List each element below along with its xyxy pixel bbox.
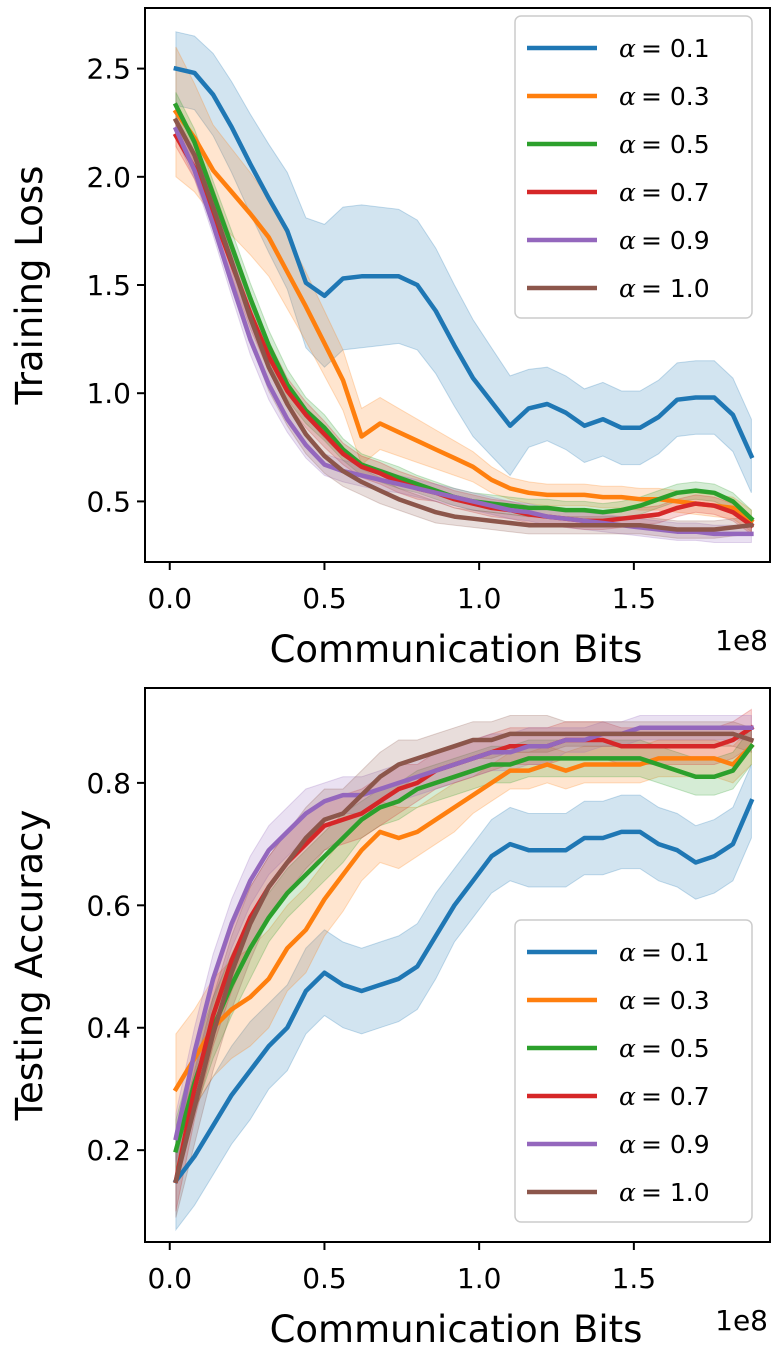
legend-label-5: = 1.0 (641, 274, 710, 303)
legend-box (514, 919, 753, 1223)
y-tick-label: 1.0 (86, 377, 131, 410)
series-lines (172, 724, 755, 1184)
x-tick-label: 1.0 (457, 1262, 502, 1295)
y-tick-label: 1.5 (86, 269, 131, 302)
legend-symbol-1: α (619, 986, 636, 1015)
x-tick-label: 1.5 (612, 582, 657, 615)
x-tick-label: 1.0 (457, 582, 502, 615)
x-tick-label: 0.5 (302, 582, 347, 615)
series-band-0 (175, 31, 752, 494)
legend-symbol-4: α (619, 1130, 636, 1159)
series-line-0 (173, 65, 755, 459)
series-line-2 (173, 743, 755, 1153)
legend-label-4: = 0.9 (641, 226, 710, 255)
y-tick-label: 2.5 (86, 53, 131, 86)
legend-symbol-5: α (619, 274, 636, 303)
series-line-0 (172, 798, 755, 1184)
x-axis-label: Communication Bits (270, 1308, 643, 1351)
y-tick-label: 0.4 (86, 1012, 131, 1045)
x-tick-label: 0.0 (147, 582, 192, 615)
y-tick-label: 0.2 (86, 1134, 131, 1167)
series-lines (172, 65, 755, 537)
legend-symbol-0: α (619, 34, 636, 63)
legend-label-1: = 0.3 (641, 986, 710, 1015)
x-axis-exponent: 1e8 (715, 624, 768, 657)
legend-label-5: = 1.0 (641, 1178, 710, 1207)
y-tick-label: 0.5 (86, 485, 131, 518)
legend: α = 0.1α = 0.3α = 0.5α = 0.7α = 0.9α = 1.0 (514, 15, 753, 319)
legend-symbol-2: α (619, 130, 636, 159)
y-tick-label: 2.0 (86, 161, 131, 194)
legend-label-2: = 0.5 (641, 130, 710, 159)
plot-area: 0.0 0.5 1.0 1.5 0.5 1.0 1.5 2.0 2.5 (86, 7, 771, 615)
training-loss-chart: Training Loss Communication Bits 1e8 0.0… (8, 7, 771, 671)
legend-label-3: = 0.7 (641, 178, 710, 207)
legend-symbol-0: α (619, 938, 636, 967)
x-tick-label: 0.0 (147, 1262, 192, 1295)
legend-label-2: = 0.5 (641, 1034, 710, 1063)
legend-box (514, 15, 753, 319)
legend-symbol-3: α (619, 1082, 636, 1111)
legend-label-3: = 0.7 (641, 1082, 710, 1111)
legend-label-0: = 0.1 (641, 938, 710, 967)
plot-area: 0.0 0.5 1.0 1.5 0.2 0.4 0.6 0.8 (86, 687, 771, 1295)
series-line-4 (173, 725, 754, 1141)
legend-label-1: = 0.3 (641, 82, 710, 111)
legend-label-4: = 0.9 (641, 1130, 710, 1159)
y-axis-label: Testing Accuracy (8, 810, 51, 1122)
testing-accuracy-chart: Testing Accuracy Communication Bits 1e8 … (8, 687, 771, 1351)
legend-symbol-3: α (619, 178, 636, 207)
legend-symbol-1: α (619, 82, 636, 111)
legend-symbol-2: α (619, 1034, 636, 1063)
legend-symbol-5: α (619, 1178, 636, 1207)
legend-label-0: = 0.1 (641, 34, 710, 63)
y-tick-label: 0.8 (86, 767, 131, 800)
series-line-5 (172, 117, 754, 532)
series-line-1 (172, 743, 755, 1093)
legend-symbol-4: α (619, 226, 636, 255)
legend: α = 0.1α = 0.3α = 0.5α = 0.7α = 0.9α = 1.0 (514, 919, 753, 1223)
x-axis-label: Communication Bits (270, 628, 643, 671)
series-line-5 (173, 731, 755, 1184)
x-axis-exponent: 1e8 (715, 1304, 768, 1337)
y-tick-label: 0.6 (86, 889, 131, 922)
y-axis-label: Training Loss (8, 166, 51, 406)
x-tick-label: 1.5 (612, 1262, 657, 1295)
series-band-0 (175, 764, 752, 1232)
plot-frame (144, 687, 771, 1243)
x-tick-label: 0.5 (302, 1262, 347, 1295)
